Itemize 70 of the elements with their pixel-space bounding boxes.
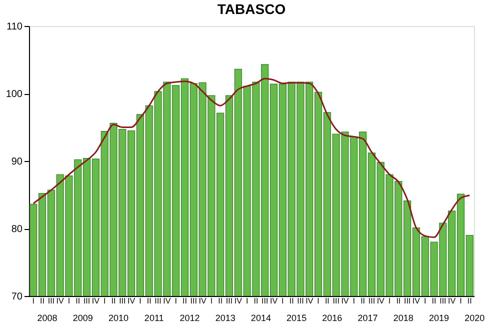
y-tick-label: 90 [11, 156, 23, 168]
text: 2009 [72, 313, 93, 323]
text: 2013 [215, 313, 236, 323]
text: 2012 [180, 313, 200, 323]
y-tick-label: 80 [11, 224, 23, 235]
x-tick-label: I [282, 296, 284, 306]
x-tick-label: II [111, 296, 116, 306]
text: 2018 [393, 313, 414, 323]
x-tick-label: III [83, 296, 90, 306]
y-tick-label: 100 [6, 89, 23, 100]
text: 2020 [464, 313, 485, 323]
x-tick-label: IV [198, 296, 207, 306]
x-tick-label: II [396, 296, 401, 306]
x-tick-label: III [262, 296, 268, 306]
x-tick-label: II [360, 296, 366, 306]
x-tick-label: I [317, 296, 320, 306]
x-tick-label: I [139, 296, 142, 306]
x-tick-label: I [352, 296, 356, 306]
x-tick-label: IV [56, 296, 65, 306]
x-tick-label: IV [163, 296, 172, 306]
x-tick-label: III [119, 296, 126, 306]
x-tick-label: III [154, 296, 162, 306]
x-tick-label: IV [270, 296, 278, 306]
text: 2016 [322, 313, 342, 323]
text: 2014 [250, 313, 271, 323]
x-tick-label: I [174, 296, 177, 306]
x-tick-label: III [440, 296, 446, 306]
x-tick-label: I [388, 296, 391, 306]
x-tick-label: IV [128, 296, 136, 306]
x-tick-label: II [289, 296, 294, 306]
x-tick-label: II [218, 296, 223, 306]
x-tick-label: II [432, 296, 436, 306]
x-tick-label: I [424, 296, 426, 306]
text: 2011 [144, 313, 164, 323]
x-tick-label: I [246, 296, 248, 306]
text: 2017 [358, 313, 378, 323]
x-tick-label: II [76, 296, 80, 306]
x-tick-label: IV [234, 296, 243, 306]
x-tick-label: III [404, 296, 411, 306]
x-tick-label: II [40, 296, 44, 306]
x-tick-label: III [368, 296, 376, 306]
x-tick-label: IV [412, 296, 421, 306]
x-tick-label: I [210, 296, 213, 306]
x-tick-label: I [32, 296, 34, 306]
text: 2010 [108, 313, 129, 323]
x-tick-label: II [324, 296, 330, 306]
x-tick-label: III [332, 296, 340, 306]
x-tick-label: I [103, 296, 106, 306]
x-tick-label: IV [448, 296, 456, 306]
x-tick-label: III [48, 296, 55, 306]
x-tick-label: III [297, 296, 304, 306]
text: 2019 [429, 313, 450, 323]
x-tick-label: II [182, 296, 187, 306]
text: 2015 [286, 313, 307, 323]
x-tick-label: II [254, 296, 258, 306]
text: 2008 [37, 313, 58, 323]
x-tick-label: II [146, 296, 152, 306]
x-tick-label: I [68, 296, 70, 306]
y-tick-label: 110 [6, 22, 23, 32]
chart-title: TABASCO [217, 1, 286, 17]
x-tick-label: III [226, 296, 233, 306]
x-tick-label: IV [376, 296, 386, 306]
x-tick-label: I [460, 296, 462, 306]
line-series [32, 78, 470, 238]
x-tick-label: III [190, 296, 197, 306]
x-tick-label: IV [306, 296, 314, 306]
y-tick-label: 70 [11, 292, 23, 302]
x-tick-label: II [467, 296, 472, 306]
x-tick-label: IV [341, 296, 350, 306]
x-tick-label: IV [92, 296, 100, 306]
